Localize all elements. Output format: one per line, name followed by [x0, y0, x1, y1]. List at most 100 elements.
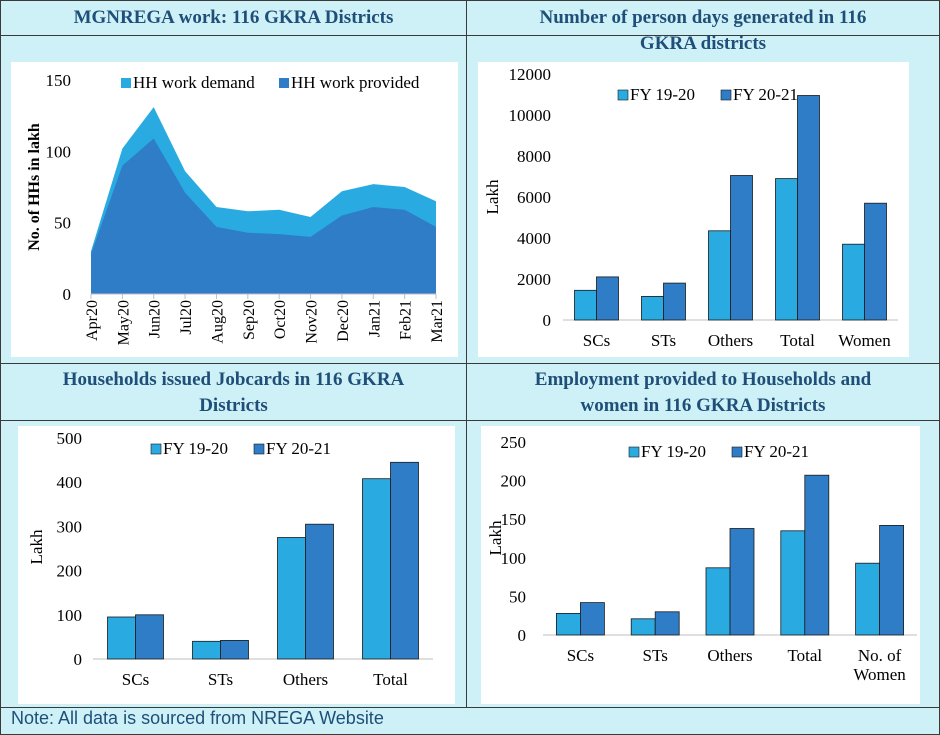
y-tick-label: 200 [57, 562, 83, 581]
y-tick-label: 200 [501, 472, 527, 491]
legend-swatch-1 [121, 78, 131, 88]
y-tick-label: 2000 [517, 270, 551, 289]
x-tick-label: Sep20 [241, 300, 258, 340]
y-tick-label: 50 [509, 587, 526, 606]
x-tick-label: Others [283, 670, 328, 689]
y-tick-label: 10000 [509, 106, 552, 125]
chart-jobcards-svg: 0 100 200 300 400 500 SCs STs Others Total Lakh FY … [18, 426, 455, 704]
panel-title-line: women in 116 GKRA Districts [467, 393, 939, 419]
x-tick-label: Mar21 [429, 300, 446, 343]
x-tick-label: Jan21 [366, 300, 383, 337]
panel-title-person-days: Number of person days generated in 116 G… [467, 5, 939, 57]
y-axis-title: Lakh [27, 529, 46, 564]
y-tick-label: 0 [63, 285, 72, 304]
panel-title-line: Employment provided to Households and [467, 367, 939, 393]
bar-2 [580, 603, 604, 635]
bar-2 [391, 462, 419, 659]
bar-2 [805, 475, 829, 635]
x-tick-label: Dec20 [335, 300, 352, 342]
y-tick-label: 0 [74, 650, 83, 669]
x-tick-label: May20 [115, 300, 132, 345]
y-tick-label: 400 [57, 473, 83, 492]
legend-label-1: FY 19-20 [641, 442, 706, 461]
bar-1 [843, 244, 865, 320]
bar-2 [798, 96, 820, 321]
legend-swatch-2 [732, 447, 742, 457]
x-tick-label: Women [853, 665, 906, 684]
bar-2 [731, 176, 753, 321]
panel-title-jobcards: Households issued Jobcards in 116 GKRA D… [1, 367, 466, 419]
legend-label-2: FY 20-21 [733, 85, 798, 104]
legend-label-1: FY 19-20 [163, 439, 228, 458]
legend-label-2: FY 20-21 [744, 442, 809, 461]
y-tick-label: 0 [543, 311, 552, 330]
bar-2 [865, 203, 887, 320]
x-tick-label: Total [787, 646, 822, 665]
y-tick-label: 12000 [509, 65, 552, 84]
x-tick-label: Nov20 [304, 300, 321, 344]
legend-swatch-1 [618, 90, 628, 100]
bar-1 [631, 619, 655, 635]
bar-1 [278, 538, 306, 660]
panel-divider-h3 [1, 420, 939, 421]
chart-employment-svg: 0 50 100 150 200 250 SCs STs Others Total No. ofWo… [481, 426, 920, 704]
y-tick-label: 0 [518, 626, 527, 645]
x-tick-label: Jun20 [147, 300, 164, 338]
x-tick-label: Apr20 [84, 300, 101, 341]
panel-title-line: Districts [1, 393, 466, 419]
bar-2 [730, 529, 754, 636]
source-note: Note: All data is sourced from NREGA Web… [11, 708, 384, 729]
panel-divider-h2 [1, 363, 939, 364]
chart-hh-work: 0 50 100 150 Apr20 May20 Jun20 Jul20 Aug20 Sep20 O… [11, 62, 458, 357]
x-tick-label: STs [208, 670, 233, 689]
bar-1 [642, 296, 664, 320]
legend-swatch-1 [151, 444, 161, 454]
bar-1 [856, 563, 880, 635]
chart-person-days: 0 2000 4000 6000 8000 10000 12000 SCs STs Others T… [478, 62, 909, 357]
legend-swatch-2 [279, 78, 289, 88]
y-axis-title: Lakh [486, 520, 505, 555]
bar-1 [193, 641, 221, 659]
panel-divider-vertical [466, 1, 467, 707]
panel-title-line: GKRA districts [467, 31, 939, 57]
panel-title-hh-work: MGNREGA work: 116 GKRA Districts [1, 5, 466, 31]
x-tick-label: Jul20 [178, 300, 195, 335]
x-tick-label: Total [780, 331, 815, 350]
x-tick-label: SCs [583, 331, 610, 350]
x-tick-label: SCs [567, 646, 594, 665]
bar-2 [221, 640, 249, 659]
panel-title-line: Number of person days generated in 116 [467, 5, 939, 31]
chart-employment: 0 50 100 150 200 250 SCs STs Others Total No. of Wo… [481, 426, 920, 704]
y-tick-label: 100 [57, 606, 83, 625]
x-tick-label: STs [651, 331, 676, 350]
y-tick-label: 300 [57, 517, 83, 536]
x-tick-label: Others [707, 646, 752, 665]
y-axis-title: Lakh [483, 179, 502, 214]
bar-2 [880, 525, 904, 635]
chart-person-days-svg: 0 2000 4000 6000 8000 10000 12000 SCs STs Others T… [478, 62, 909, 357]
chart-hh-work-svg: 050100150Apr20 May20 Jun20 Jul20 Aug20 Sep20 O… [11, 62, 458, 357]
bar-1 [706, 568, 730, 635]
y-tick-label: 150 [46, 71, 72, 90]
y-tick-label: 100 [46, 142, 72, 161]
bar-1 [108, 617, 136, 659]
legend-label-1: HH work demand [133, 73, 255, 92]
bar-1 [575, 290, 597, 320]
bar-2 [655, 612, 679, 635]
x-tick-label: Feb21 [398, 300, 415, 340]
x-tick-label: Others [708, 331, 753, 350]
y-tick-label: 4000 [517, 229, 551, 248]
x-tick-label: Aug20 [209, 300, 226, 344]
y-tick-label: 8000 [517, 147, 551, 166]
legend-swatch-2 [254, 444, 264, 454]
legend-label-1: FY 19-20 [630, 85, 695, 104]
x-tick-label: No. of [858, 646, 902, 665]
legend-label-2: FY 20-21 [266, 439, 331, 458]
x-tick-label: SCs [122, 670, 149, 689]
bar-2 [597, 277, 619, 320]
x-tick-label: STs [643, 646, 668, 665]
legend-label-2: HH work provided [291, 73, 420, 92]
x-tick-label: Women [838, 331, 891, 350]
y-axis-title: No. of HHs in lakh [26, 123, 43, 251]
chart-jobcards: 0 100 200 300 400 500 SCs STs Others Total Lakh FY … [18, 426, 455, 704]
